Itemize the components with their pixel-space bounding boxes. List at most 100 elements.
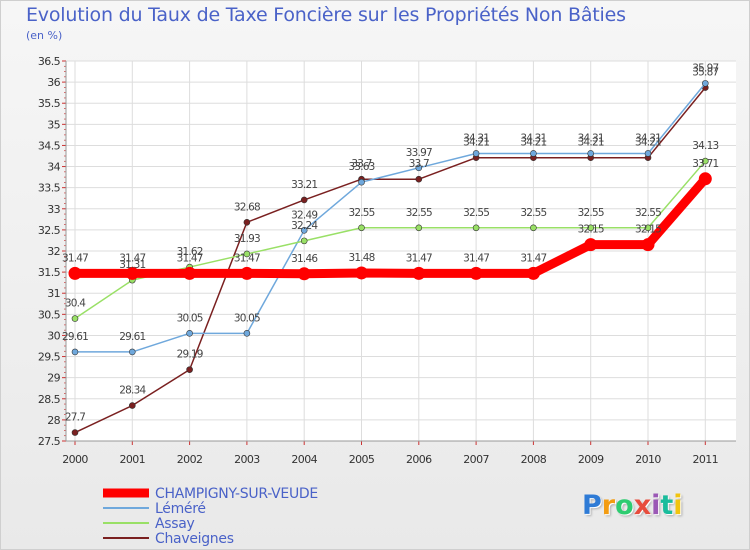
y-tick-label: 35.5 (38, 97, 61, 110)
data-point (186, 366, 193, 373)
y-tick-label: 34 (47, 161, 60, 174)
y-tick-label: 28 (47, 414, 60, 427)
logo-letter: i (673, 490, 683, 521)
data-label: 32.55 (348, 207, 374, 219)
data-label: 32.49 (291, 209, 317, 221)
data-point (125, 266, 139, 280)
y-tick-label: 32 (47, 245, 60, 258)
y-tick-label: 27.5 (38, 435, 61, 448)
data-label: 33.7 (351, 158, 371, 170)
legend-label: Assay (155, 516, 195, 532)
data-point (415, 224, 423, 232)
data-label: 32.55 (578, 207, 604, 219)
data-label: 34.31 (635, 132, 661, 144)
x-tick-label: 2009 (578, 453, 604, 466)
data-label: 31.47 (62, 252, 88, 264)
data-point (358, 178, 365, 186)
x-tick-label: 2002 (177, 453, 203, 466)
data-label: 31.47 (234, 252, 260, 264)
data-point (71, 348, 79, 356)
data-label: 31.47 (406, 252, 432, 264)
logo-letter: t (660, 490, 674, 521)
x-tick-label: 2007 (463, 453, 489, 466)
y-tick-label: 29.5 (38, 351, 61, 364)
logo-letter: x (633, 490, 652, 521)
data-label: 27.7 (65, 412, 85, 424)
data-point (472, 150, 480, 157)
series-line-chaveignes (74, 86, 707, 434)
data-label: 34.21 (520, 137, 546, 149)
data-label: 32.55 (463, 207, 489, 219)
x-tick-label: 2010 (635, 453, 661, 466)
chart-title: Evolution du Taux de Taxe Foncière sur l… (26, 4, 626, 26)
data-point (530, 150, 537, 157)
data-label: 32.55 (520, 207, 546, 219)
data-label: 34.21 (578, 137, 604, 149)
data-label: 32.15 (635, 224, 661, 236)
logo-letter: r (601, 490, 616, 521)
data-label: 34.31 (578, 132, 604, 144)
logo-letter: o (615, 490, 634, 521)
data-point (243, 250, 251, 258)
data-point (300, 237, 308, 245)
data-point (644, 150, 652, 157)
series-line-champigny-sur-veude (70, 174, 710, 279)
y-tick-label: 28.5 (38, 393, 61, 406)
y-tick-label: 35 (47, 118, 60, 131)
data-point (644, 224, 652, 232)
data-point (300, 227, 308, 234)
data-point (300, 196, 308, 204)
data-point (526, 266, 540, 280)
data-label: 35.87 (692, 67, 718, 79)
x-tick-label: 2006 (406, 453, 432, 466)
data-label: 29.19 (177, 349, 203, 361)
data-label: 30.05 (234, 312, 260, 324)
data-point (415, 175, 423, 183)
data-label: 33.97 (406, 147, 432, 159)
data-point (68, 266, 82, 280)
data-point (701, 80, 709, 87)
data-point (240, 266, 254, 280)
data-point (71, 315, 79, 322)
data-label: 32.55 (406, 207, 432, 219)
data-point (412, 266, 426, 280)
data-point (186, 330, 193, 337)
y-tick-label: 31 (47, 287, 60, 300)
y-tick-label: 33.5 (38, 182, 61, 195)
data-label: 32.15 (578, 224, 604, 236)
data-label: 33.7 (409, 158, 429, 170)
y-tick-label: 29 (47, 372, 60, 385)
data-label: 32.55 (635, 207, 661, 219)
data-point (183, 266, 197, 280)
data-label: 33.63 (348, 161, 374, 173)
data-label: 29.61 (119, 331, 145, 343)
data-point (472, 224, 480, 232)
x-tick-label: 2001 (119, 453, 145, 466)
data-label: 31.46 (291, 253, 318, 265)
data-label: 30.4 (65, 298, 86, 310)
data-label: 32.24 (291, 220, 318, 232)
x-tick-label: 2011 (692, 453, 718, 466)
data-label: 31.62 (177, 246, 203, 258)
legend-label: Chaveignes (155, 531, 234, 547)
y-tick-label: 34.5 (38, 139, 61, 152)
data-label: 34.31 (520, 132, 546, 144)
logo-letter: i (651, 490, 661, 521)
data-label: 29.61 (62, 331, 88, 343)
data-label: 34.31 (463, 132, 489, 144)
data-point (469, 266, 483, 280)
data-point (415, 164, 423, 172)
data-point (587, 224, 595, 232)
data-label: 34.21 (635, 137, 661, 149)
y-tick-label: 33 (47, 203, 60, 216)
data-point (358, 224, 365, 232)
data-point (584, 238, 598, 252)
series-line-l-m-r- (74, 82, 707, 353)
data-point (530, 224, 537, 232)
data-label: 31.48 (348, 252, 374, 264)
logo-letter: P (582, 490, 602, 521)
y-tick-label: 30 (47, 329, 60, 342)
x-tick-label: 2000 (62, 453, 88, 466)
data-point (129, 402, 136, 409)
data-label: 35.97 (692, 62, 718, 74)
